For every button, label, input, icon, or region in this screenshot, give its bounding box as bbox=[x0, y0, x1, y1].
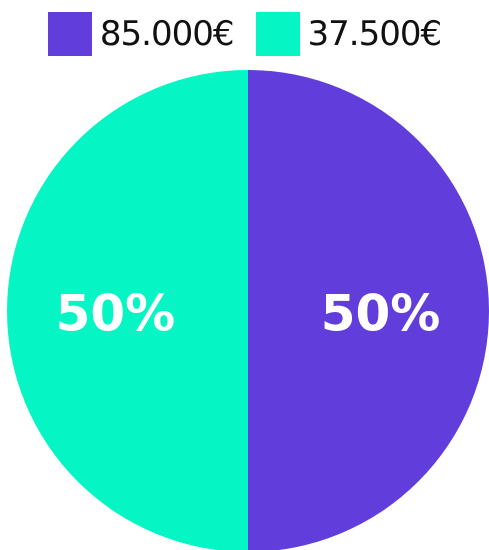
pie-slice-0 bbox=[248, 70, 489, 550]
slice-label-85000: 50% bbox=[321, 285, 441, 343]
pie-slice-1 bbox=[7, 70, 248, 550]
legend-label-37500: 37.500€ bbox=[307, 14, 443, 54]
legend-item-85000: 85.000€ bbox=[47, 12, 235, 56]
chart-legend: 85.000€ 37.500€ bbox=[0, 12, 489, 56]
legend-item-37500: 37.500€ bbox=[255, 12, 443, 56]
slice-label-37500: 50% bbox=[56, 285, 176, 343]
pie-slices bbox=[7, 70, 489, 550]
legend-swatch-85000 bbox=[47, 12, 92, 56]
legend-swatch-37500 bbox=[255, 12, 300, 56]
legend-label-85000: 85.000€ bbox=[99, 14, 235, 54]
